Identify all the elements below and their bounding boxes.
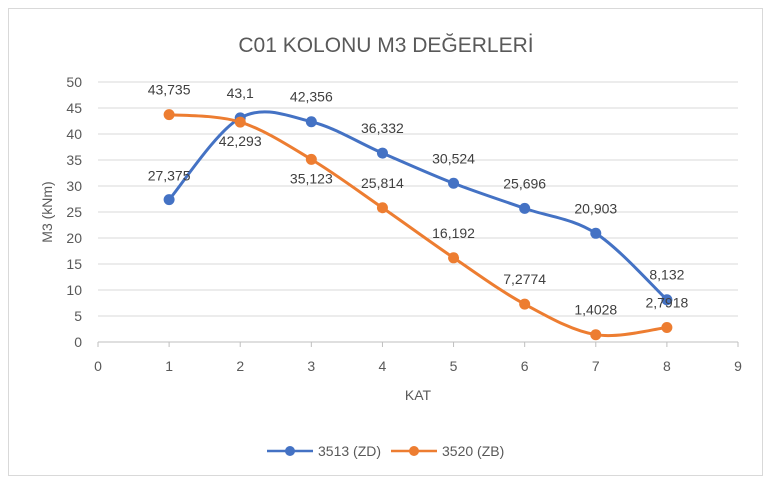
legend-item-3513: 3513 (ZD) xyxy=(267,443,381,459)
data-point xyxy=(519,298,531,310)
chart-area xyxy=(8,8,763,476)
y-tick-labels: 0 5 10 15 20 25 30 35 40 45 50 xyxy=(66,74,82,350)
y-tick-label: 5 xyxy=(74,308,82,324)
x-tick-label: 0 xyxy=(94,358,102,374)
y-tick-label: 45 xyxy=(66,100,82,116)
chart-title: C01 KOLONU M3 DEĞERLERİ xyxy=(238,34,533,57)
data-label: 42,293 xyxy=(219,133,262,149)
data-point xyxy=(590,329,602,341)
data-point xyxy=(376,202,388,214)
x-tick-label: 8 xyxy=(663,358,671,374)
data-point xyxy=(163,194,175,206)
y-tick-label: 35 xyxy=(66,152,82,168)
x-axis-label: KAT xyxy=(405,387,432,403)
x-tick-labels: 0 1 2 3 4 5 6 7 8 9 xyxy=(94,358,742,374)
data-point xyxy=(163,109,175,121)
x-tick-label: 7 xyxy=(592,358,600,374)
legend-label-3520: 3520 (ZB) xyxy=(442,443,504,459)
data-label: 8,132 xyxy=(649,267,684,283)
data-label: 36,332 xyxy=(361,120,404,136)
data-point xyxy=(305,153,317,165)
x-tick-label: 1 xyxy=(165,358,173,374)
y-tick-label: 15 xyxy=(66,256,82,272)
data-label: 43,735 xyxy=(148,82,191,98)
data-point xyxy=(448,177,460,189)
data-label: 42,356 xyxy=(290,89,333,105)
data-point xyxy=(448,252,460,264)
data-label: 20,903 xyxy=(574,200,617,216)
y-tick-label: 10 xyxy=(66,282,82,298)
data-point xyxy=(305,116,317,128)
x-tick-label: 6 xyxy=(521,358,529,374)
x-tick-label: 3 xyxy=(307,358,315,374)
legend-marker-3520 xyxy=(409,446,419,456)
data-point xyxy=(590,227,602,239)
data-point xyxy=(234,116,246,128)
legend-marker-3513 xyxy=(285,446,295,456)
data-point xyxy=(376,147,388,159)
series-line-2 xyxy=(167,113,669,338)
data-point xyxy=(661,294,673,306)
x-tick-label: 5 xyxy=(450,358,458,374)
series-points xyxy=(163,109,673,341)
data-label: 30,524 xyxy=(432,150,475,166)
y-tick-label: 0 xyxy=(74,334,82,350)
x-tick-label: 4 xyxy=(379,358,387,374)
data-label: 2,7918 xyxy=(645,294,688,310)
y-axis-label: M3 (kNm) xyxy=(39,181,55,242)
data-label: 7,2774 xyxy=(503,271,546,287)
y-tick-label: 20 xyxy=(66,230,82,246)
data-label: 16,192 xyxy=(432,225,475,241)
data-label: 25,814 xyxy=(361,175,404,191)
y-tick-label: 50 xyxy=(66,74,82,90)
data-point xyxy=(661,321,673,333)
data-point xyxy=(519,202,531,214)
x-tick-label: 2 xyxy=(236,358,244,374)
legend: 3513 (ZD) 3520 (ZB) xyxy=(267,443,504,459)
x-tick-label: 9 xyxy=(734,358,742,374)
data-label: 27,375 xyxy=(148,168,191,184)
y-tick-label: 40 xyxy=(66,126,82,142)
data-label: 25,696 xyxy=(503,175,546,191)
data-label: 35,123 xyxy=(290,170,333,186)
legend-item-3520: 3520 (ZB) xyxy=(391,443,504,459)
y-tick-label: 25 xyxy=(66,204,82,220)
data-label: 43,1 xyxy=(227,85,254,101)
gridlines xyxy=(97,81,739,347)
data-label: 1,4028 xyxy=(574,302,617,318)
legend-label-3513: 3513 (ZD) xyxy=(318,443,381,459)
y-tick-label: 30 xyxy=(66,178,82,194)
data-labels: 27,375 43,1 42,356 36,332 30,524 25,696 20,903… xyxy=(148,82,689,318)
